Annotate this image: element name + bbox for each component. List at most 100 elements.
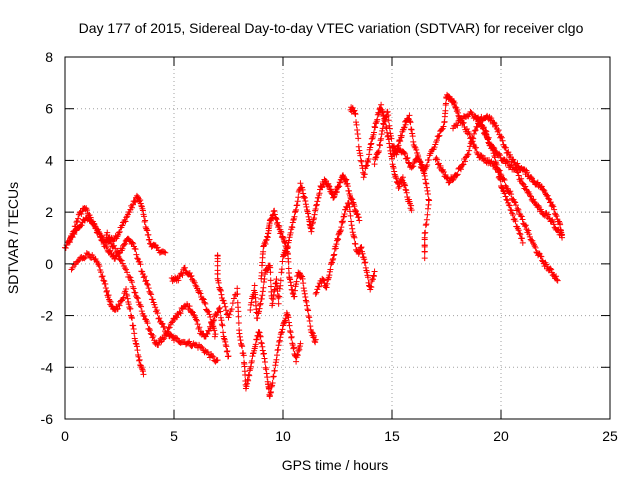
data-point: [187, 273, 194, 280]
data-point: [116, 302, 123, 309]
data-point: [313, 289, 320, 296]
data-point: [403, 155, 410, 162]
data-point: [505, 202, 512, 209]
data-point: [519, 216, 526, 223]
data-point: [526, 231, 533, 238]
data-point: [237, 337, 244, 344]
data-point: [122, 218, 129, 225]
data-point: [348, 218, 355, 225]
data-point: [507, 188, 514, 195]
data-point: [433, 155, 440, 162]
series-track-i: [312, 199, 378, 297]
data-point: [177, 310, 184, 317]
data-point: [207, 314, 214, 321]
data-point: [454, 171, 461, 178]
data-point: [208, 318, 215, 325]
data-point: [377, 137, 384, 144]
data-point: [130, 285, 137, 292]
data-point: [323, 284, 330, 291]
series-track-o: [471, 113, 526, 246]
data-point: [268, 295, 275, 302]
data-point: [225, 314, 232, 321]
data-point: [495, 127, 502, 134]
data-point: [315, 283, 322, 290]
data-point: [423, 184, 430, 191]
data-point: [331, 251, 338, 258]
data-point: [234, 291, 241, 298]
data-point: [314, 198, 321, 205]
data-point: [423, 180, 430, 187]
data-point: [424, 187, 431, 194]
data-point: [260, 248, 267, 255]
data-point: [277, 228, 284, 235]
data-point: [547, 265, 554, 272]
data-point: [224, 347, 231, 354]
data-point: [225, 353, 232, 360]
data-point: [161, 335, 168, 342]
data-point: [218, 317, 225, 324]
data-point: [258, 295, 265, 302]
data-point: [118, 297, 125, 304]
data-point: [422, 180, 429, 187]
data-point: [442, 100, 449, 107]
data-point: [514, 205, 521, 212]
data-point: [285, 319, 292, 326]
data-point: [499, 137, 506, 144]
data-point: [347, 208, 354, 215]
data-point: [545, 211, 552, 218]
data-point: [408, 202, 415, 209]
data-point: [297, 272, 304, 279]
data-point: [437, 162, 444, 169]
data-point: [275, 300, 282, 307]
data-point: [303, 203, 310, 210]
data-point: [308, 225, 315, 232]
data-point: [273, 356, 280, 363]
series-track-d: [103, 229, 232, 360]
data-point: [421, 172, 428, 179]
data-point: [146, 325, 153, 332]
data-point: [488, 115, 495, 122]
data-point: [154, 244, 161, 251]
data-point: [268, 383, 275, 390]
data-point: [477, 151, 484, 158]
data-point: [262, 359, 269, 366]
x-tick-label: 5: [170, 428, 178, 444]
data-point: [294, 351, 301, 358]
data-point: [379, 125, 386, 132]
data-point: [138, 363, 145, 370]
data-point: [399, 174, 406, 181]
x-tick-label: 20: [493, 428, 509, 444]
data-point: [469, 134, 476, 141]
data-point: [498, 184, 505, 191]
data-point: [169, 333, 176, 340]
data-point: [497, 176, 504, 183]
data-point: [313, 201, 320, 208]
data-point: [336, 183, 343, 190]
y-axis-label: SDTVAR / TECUs: [5, 182, 21, 294]
data-point: [71, 231, 78, 238]
data-point: [312, 336, 319, 343]
data-point: [73, 219, 80, 226]
data-point: [302, 297, 309, 304]
data-point: [498, 134, 505, 141]
data-point: [103, 287, 110, 294]
data-point: [362, 163, 369, 170]
data-point: [515, 227, 522, 234]
data-point: [492, 154, 499, 161]
data-point: [495, 169, 502, 176]
data-point: [321, 280, 328, 287]
data-point: [244, 380, 251, 387]
data-point: [368, 284, 375, 291]
data-point: [303, 302, 310, 309]
data-point: [267, 269, 274, 276]
data-point: [121, 240, 128, 247]
data-point: [120, 294, 127, 301]
data-point: [294, 352, 301, 359]
data-point: [300, 190, 307, 197]
data-point: [360, 174, 367, 181]
data-point: [216, 304, 223, 311]
data-point: [372, 154, 379, 161]
data-point: [274, 352, 281, 359]
data-point: [106, 297, 113, 304]
data-point: [84, 207, 91, 214]
